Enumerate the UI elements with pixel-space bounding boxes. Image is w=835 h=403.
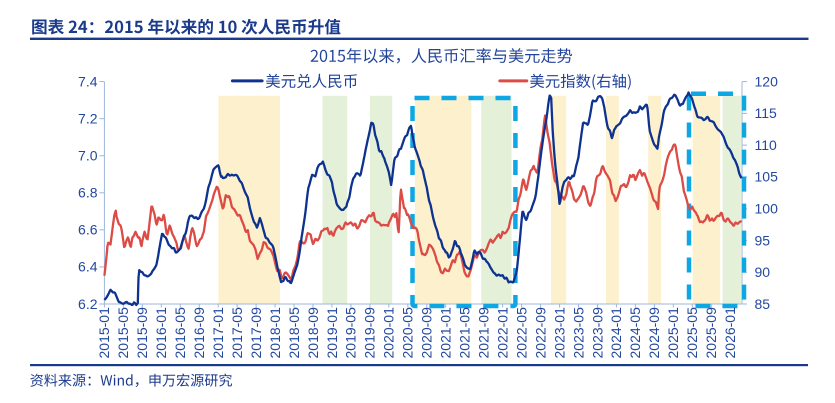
- svg-text:2017-01: 2017-01: [210, 307, 226, 359]
- svg-text:100: 100: [755, 201, 779, 217]
- svg-text:2020-01: 2020-01: [381, 307, 397, 359]
- svg-text:2015-01: 2015-01: [96, 307, 112, 359]
- svg-text:7.0: 7.0: [78, 148, 98, 164]
- svg-text:2019-01: 2019-01: [324, 307, 340, 359]
- svg-text:2017-05: 2017-05: [229, 307, 245, 359]
- svg-text:2025-09: 2025-09: [703, 307, 719, 359]
- svg-text:2016-05: 2016-05: [172, 307, 188, 359]
- svg-text:2016-09: 2016-09: [191, 307, 207, 359]
- svg-text:2023-01: 2023-01: [551, 307, 567, 359]
- svg-text:7.4: 7.4: [78, 73, 98, 89]
- svg-text:2018-05: 2018-05: [286, 307, 302, 359]
- svg-text:2024-05: 2024-05: [627, 307, 643, 359]
- svg-text:6.4: 6.4: [78, 259, 98, 275]
- svg-text:6.8: 6.8: [78, 185, 98, 201]
- svg-text:2025-01: 2025-01: [665, 307, 681, 359]
- svg-text:2017-09: 2017-09: [248, 307, 264, 359]
- svg-text:7.2: 7.2: [78, 111, 98, 127]
- svg-text:2022-05: 2022-05: [513, 307, 529, 359]
- svg-text:6.2: 6.2: [78, 296, 98, 312]
- svg-text:2019-05: 2019-05: [343, 307, 359, 359]
- svg-text:2022-01: 2022-01: [494, 307, 510, 359]
- svg-text:2020-09: 2020-09: [419, 307, 435, 359]
- svg-text:115: 115: [755, 105, 778, 121]
- svg-text:2024-09: 2024-09: [646, 307, 662, 359]
- svg-text:2016-01: 2016-01: [153, 307, 169, 359]
- svg-text:110: 110: [755, 137, 778, 153]
- svg-text:2015-09: 2015-09: [134, 307, 150, 359]
- svg-text:2024-01: 2024-01: [608, 307, 624, 359]
- svg-text:2023-05: 2023-05: [570, 307, 586, 359]
- svg-text:120: 120: [755, 73, 779, 89]
- svg-text:2019-09: 2019-09: [362, 307, 378, 359]
- svg-text:85: 85: [755, 296, 771, 312]
- svg-text:2018-09: 2018-09: [305, 307, 321, 359]
- svg-text:2023-09: 2023-09: [589, 307, 605, 359]
- svg-text:2021-05: 2021-05: [457, 307, 473, 359]
- svg-text:2021-09: 2021-09: [476, 307, 492, 359]
- svg-text:2021-01: 2021-01: [438, 307, 454, 359]
- svg-text:2022-09: 2022-09: [532, 307, 548, 359]
- svg-text:2026-01: 2026-01: [722, 307, 738, 359]
- svg-text:2018-01: 2018-01: [267, 307, 283, 359]
- svg-text:105: 105: [755, 169, 779, 185]
- svg-text:6.6: 6.6: [78, 222, 98, 238]
- svg-text:2025-05: 2025-05: [684, 307, 700, 359]
- svg-text:2015-05: 2015-05: [115, 307, 131, 359]
- svg-text:2020-05: 2020-05: [400, 307, 416, 359]
- svg-text:90: 90: [755, 264, 771, 280]
- svg-text:95: 95: [755, 232, 771, 248]
